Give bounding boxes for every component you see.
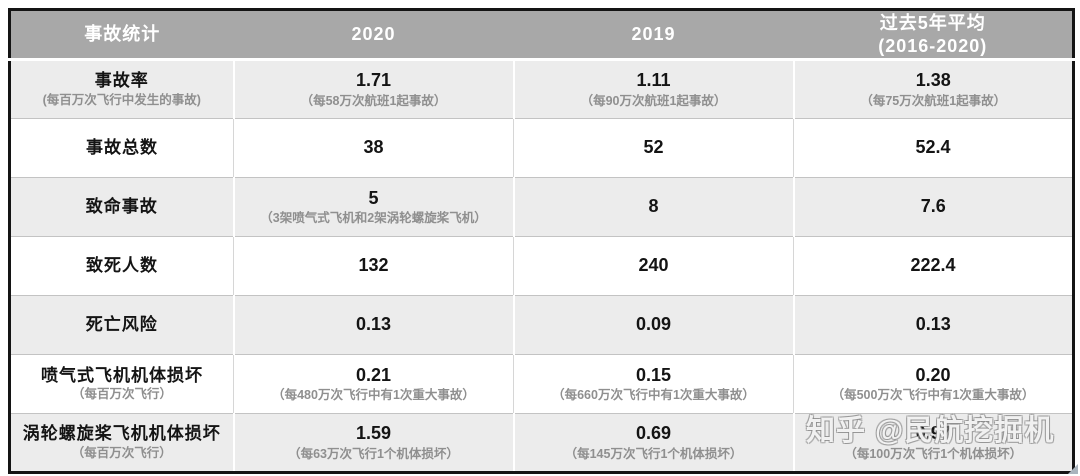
table-row-fatal-accidents: 致命事故 5 （3架喷气式飞机和2架涡轮螺旋桨飞机） 8 7.6 xyxy=(9,177,1074,237)
row-sublabel: （每百万次飞行） xyxy=(71,445,172,460)
table-row-fatality-risk: 死亡风险 0.13 0.09 0.13 xyxy=(9,295,1074,355)
cell-note: （每75万次航班1起事故） xyxy=(860,93,1007,108)
table-row-total-accidents: 事故总数 38 52 52.4 xyxy=(9,118,1074,178)
row-label: 事故率 xyxy=(94,71,149,91)
value-cell: 0.09 xyxy=(512,295,794,355)
value-cell: 240 xyxy=(513,236,794,296)
value-cell: 0.69 （每145万次飞行1个机体损坏） xyxy=(512,413,794,473)
table-header: 事故统计 2020 2019 过去5年平均 (2016-2020) xyxy=(9,9,1074,61)
value-cell: 52.4 xyxy=(793,118,1074,178)
value-cell: 8 xyxy=(512,177,794,237)
cell-note: （每90万次航班1起事故） xyxy=(580,93,727,108)
table-row-accident-rate: 事故率 (每百万次飞行中发生的事故) 1.71 （每58万次航班1起事故） 1.… xyxy=(9,59,1074,119)
value-cell: 52 xyxy=(513,118,794,178)
row-label: 致命事故 xyxy=(85,197,158,217)
header-2019-label: 2019 xyxy=(631,24,676,45)
cell-value: 8 xyxy=(648,196,659,217)
cell-value: 0.69 xyxy=(635,423,672,444)
cell-note: （每660万次飞行中有1次重大事故） xyxy=(552,388,755,403)
header-cell-2020: 2020 xyxy=(233,9,514,61)
cell-value: 0.09 xyxy=(635,314,672,335)
table-row-fatalities: 致死人数 132 240 222.4 xyxy=(9,236,1074,296)
value-cell: 1.71 （每58万次航班1起事故） xyxy=(232,59,514,119)
header-stat-label: 事故统计 xyxy=(84,24,161,45)
row-label-cell: 事故率 (每百万次飞行中发生的事故) xyxy=(10,60,234,119)
cell-value: 0.97 xyxy=(915,423,951,444)
cell-value: 52.4 xyxy=(915,137,951,158)
cell-value: 132 xyxy=(358,255,389,276)
value-cell: 222.4 xyxy=(793,236,1074,296)
header-cell-2019: 2019 xyxy=(513,9,794,61)
cell-value: 1.38 xyxy=(915,70,951,91)
cell-note: （每100万次飞行1个机体损坏） xyxy=(844,446,1023,461)
header-avg-line1: 过去5年平均 xyxy=(879,13,986,33)
row-label-cell: 致命事故 xyxy=(9,177,234,237)
row-label-cell: 死亡风险 xyxy=(9,295,234,355)
value-cell: 38 xyxy=(233,118,514,178)
value-cell: 5 （3架喷气式飞机和2架涡轮螺旋桨飞机） xyxy=(232,177,514,237)
cell-value: 5 xyxy=(368,187,379,208)
cell-note: （每145万次飞行1个机体损坏） xyxy=(564,446,743,461)
cell-value: 7.6 xyxy=(920,196,946,217)
cell-value: 240 xyxy=(638,255,669,276)
cell-value: 38 xyxy=(363,137,384,158)
row-label-cell: 事故总数 xyxy=(9,118,234,178)
cell-note: （每500万次飞行中有1次重大事故） xyxy=(831,388,1035,403)
row-label-cell: 喷气式飞机机体损坏 （每百万次飞行） xyxy=(9,354,234,414)
value-cell: 0.21 （每480万次飞行中有1次重大事故） xyxy=(233,354,514,414)
value-cell: 7.6 xyxy=(792,177,1074,237)
header-row: 事故统计 2020 2019 过去5年平均 (2016-2020) xyxy=(9,9,1074,61)
row-label: 喷气式飞机机体损坏 xyxy=(41,365,203,385)
value-cell: 0.13 xyxy=(232,295,514,355)
header-avg-line2: (2016-2020) xyxy=(878,35,988,56)
value-cell: 0.15 （每660万次飞行中有1次重大事故） xyxy=(513,354,794,414)
cell-note: （每480万次飞行中有1次重大事故） xyxy=(272,388,475,403)
cell-note: （每63万次飞行1个机体损坏） xyxy=(288,446,459,461)
cell-value: 1.59 xyxy=(355,423,392,444)
header-2020-label: 2020 xyxy=(351,24,396,45)
row-label: 死亡风险 xyxy=(85,315,158,335)
table-row-turboprop-hull-losses: 涡轮螺旋桨飞机机体损坏 （每百万次飞行） 1.59 （每63万次飞行1个机体损坏… xyxy=(9,413,1074,473)
corner-triangle-icon xyxy=(1068,464,1078,474)
value-cell: 1.38 （每75万次航班1起事故） xyxy=(792,59,1074,119)
cell-note: （每58万次航班1起事故） xyxy=(300,93,447,108)
cell-value: 1.71 xyxy=(355,70,392,91)
cell-value: 0.21 xyxy=(355,364,392,385)
row-label: 涡轮螺旋桨飞机机体损坏 xyxy=(22,424,221,444)
row-label: 事故总数 xyxy=(86,138,158,158)
cell-value: 0.15 xyxy=(635,364,672,385)
cell-value: 0.13 xyxy=(355,314,392,335)
header-cell-stat: 事故统计 xyxy=(9,9,234,61)
value-cell: 1.59 （每63万次飞行1个机体损坏） xyxy=(232,413,514,473)
cell-value: 0.20 xyxy=(915,364,951,385)
cell-value: 52 xyxy=(643,137,664,158)
row-sublabel: (每百万次飞行中发生的事故) xyxy=(42,92,201,107)
value-cell: 0.97 （每100万次飞行1个机体损坏） xyxy=(792,413,1074,473)
value-cell: 0.20 （每500万次飞行中有1次重大事故） xyxy=(793,354,1074,414)
cell-value: 1.11 xyxy=(636,70,671,91)
cell-note: （3架喷气式飞机和2架涡轮螺旋桨飞机） xyxy=(260,211,487,226)
value-cell: 0.13 xyxy=(792,295,1074,355)
cell-value: 222.4 xyxy=(910,255,956,276)
cell-value: 0.13 xyxy=(915,314,951,335)
row-label-cell: 致死人数 xyxy=(9,236,234,296)
value-cell: 132 xyxy=(233,236,514,296)
table-row-jet-hull-losses: 喷气式飞机机体损坏 （每百万次飞行） 0.21 （每480万次飞行中有1次重大事… xyxy=(9,354,1074,414)
accident-statistics-table: 事故统计 2020 2019 过去5年平均 (2016-2020) 事故率 (每… xyxy=(8,8,1075,474)
row-label-cell: 涡轮螺旋桨飞机机体损坏 （每百万次飞行） xyxy=(9,413,234,473)
value-cell: 1.11 （每90万次航班1起事故） xyxy=(512,59,794,119)
header-cell-5yr-avg: 过去5年平均 (2016-2020) xyxy=(793,9,1074,61)
row-label: 致死人数 xyxy=(86,256,158,276)
row-sublabel: （每百万次飞行） xyxy=(71,387,172,402)
